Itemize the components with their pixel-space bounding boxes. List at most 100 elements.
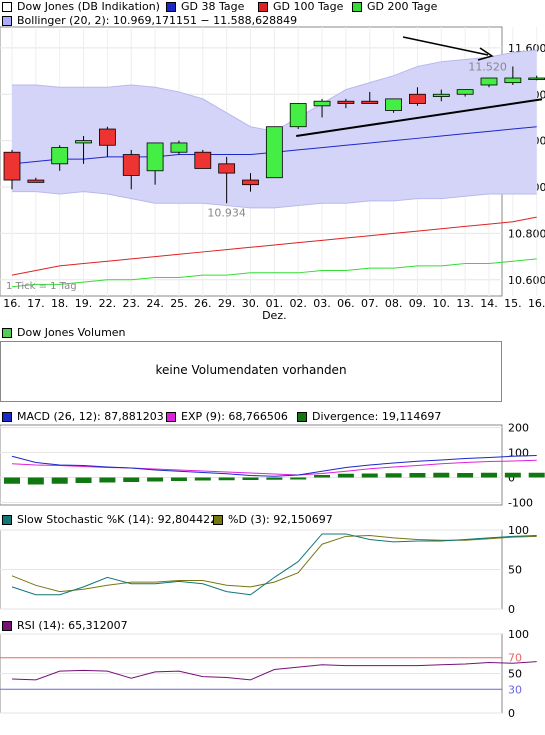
legend-macd: MACD (26, 12): 87,881203: [2, 411, 164, 423]
arrow-line: [402, 36, 489, 56]
candle: [432, 93, 450, 97]
candle: [3, 151, 21, 181]
divergence-bar: [99, 477, 116, 483]
legend-stoch-d-label: %D (3): 92,150697: [228, 513, 333, 526]
divergence-bar: [457, 473, 474, 478]
divergence-bar: [504, 472, 521, 478]
legend-gd100-label: GD 100 Tage: [273, 0, 344, 13]
legend-bollinger: Bollinger (20, 2): 10.969,171151 − 11.58…: [2, 15, 297, 27]
y-tick-label: 0: [508, 707, 515, 720]
divergence-bar: [409, 473, 426, 478]
gd100-line: [11, 216, 537, 276]
legend-stoch-k: Slow Stochastic %K (14): 92,804422: [2, 514, 217, 526]
divergence-bar: [266, 477, 283, 480]
divergence-bar: [4, 477, 20, 484]
candle: [75, 140, 92, 144]
legend-macd-label: MACD (26, 12): 87,881203: [17, 410, 164, 423]
candle: [146, 142, 164, 172]
divergence-bar: [433, 472, 450, 478]
legend-divergence-label: Divergence: 19,114697: [312, 410, 442, 423]
legend-swatch: [2, 412, 12, 422]
stoch-k-line: [11, 533, 537, 596]
candle: [170, 142, 188, 153]
candle: [289, 103, 307, 128]
legend-swatch: [352, 2, 362, 12]
legend-swatch: [2, 328, 12, 338]
legend-swatch: [2, 16, 12, 26]
x-tick-label: 18.: [51, 297, 69, 310]
divergence-bar: [528, 472, 545, 478]
x-tick-label: 17.: [27, 297, 45, 310]
arrow-head: [477, 47, 494, 61]
volume-message: keine Volumendaten vorhanden: [155, 363, 347, 377]
legend-swatch: [2, 515, 12, 525]
x-tick-label: 26.: [194, 297, 212, 310]
candle: [51, 147, 69, 165]
legend-gd200-label: GD 200 Tage: [367, 0, 438, 13]
divergence-bar: [194, 477, 211, 481]
legend-volume: Dow Jones Volumen: [2, 327, 126, 339]
candle: [242, 179, 259, 186]
rsi-line: [11, 661, 537, 681]
x-tick-label: 06.: [337, 297, 355, 310]
x-tick-label: 13.: [456, 297, 474, 310]
legend-divergence: Divergence: 19,114697: [297, 411, 441, 423]
min-label: 10.934: [207, 206, 246, 219]
divergence-bar: [290, 477, 307, 480]
legend-price-label: Dow Jones (DB Indikation): [17, 0, 160, 13]
legend-rsi: RSI (14): 65,312007: [2, 620, 128, 632]
y-tick-label: 0: [508, 472, 515, 485]
candle: [218, 163, 236, 174]
y-tick-label: 30: [508, 683, 522, 696]
divergence-bar: [75, 477, 92, 483]
legend-price: Dow Jones (DB Indikation): [2, 1, 160, 13]
legend-bollinger-label: Bollinger (20, 2): 10.969,171151 − 11.58…: [17, 14, 298, 27]
legend-exp-label: EXP (9): 68,766506: [181, 410, 288, 423]
x-tick-label: 01.: [266, 297, 284, 310]
candle: [480, 77, 498, 86]
x-tick-label: 19.: [75, 297, 93, 310]
month-label: Dez.: [262, 309, 287, 322]
y-tick-label: 50: [508, 564, 522, 577]
x-tick-label: 10.: [433, 297, 451, 310]
x-tick-label: 07.: [361, 297, 379, 310]
x-tick-label: 24.: [146, 297, 164, 310]
exp-line: [11, 459, 537, 476]
candle: [409, 93, 426, 104]
macd-panel: [0, 424, 503, 506]
y-tick-label: 70: [508, 652, 522, 665]
legend-exp: EXP (9): 68,766506: [166, 411, 288, 423]
x-tick-label: 29.: [218, 297, 236, 310]
x-tick-label: 03.: [313, 297, 331, 310]
divergence-bar: [218, 477, 235, 481]
divergence-bar: [123, 477, 140, 482]
x-tick-label: 16.: [528, 297, 545, 310]
x-tick-label: 09.: [409, 297, 427, 310]
tick-note: 1 Tick = 1 Tag: [6, 281, 77, 292]
legend-swatch: [258, 2, 268, 12]
candle: [385, 98, 403, 111]
legend-gd200: GD 200 Tage: [352, 1, 437, 13]
x-tick-label: 25.: [170, 297, 188, 310]
divergence-bar: [242, 477, 259, 480]
y-tick-label: 200: [508, 422, 529, 435]
trendline: [296, 98, 543, 137]
divergence-bar: [51, 477, 68, 484]
volume-panel: [0, 341, 502, 402]
divergence-bar: [27, 477, 44, 485]
x-tick-label: 14.: [480, 297, 498, 310]
divergence-bar: [170, 477, 187, 481]
legend-swatch: [2, 2, 12, 12]
divergence-bar: [481, 472, 497, 478]
macd-line: [11, 455, 537, 477]
legend-gd38-label: GD 38 Tage: [181, 0, 245, 13]
max-label: 11.520: [468, 60, 507, 73]
candle: [265, 126, 283, 179]
x-tick-label: 23.: [123, 297, 141, 310]
legend-rsi-label: RSI (14): 65,312007: [17, 619, 128, 632]
candle: [361, 100, 379, 104]
candle: [313, 100, 331, 107]
legend-swatch: [297, 412, 307, 422]
divergence-bar: [361, 473, 378, 478]
